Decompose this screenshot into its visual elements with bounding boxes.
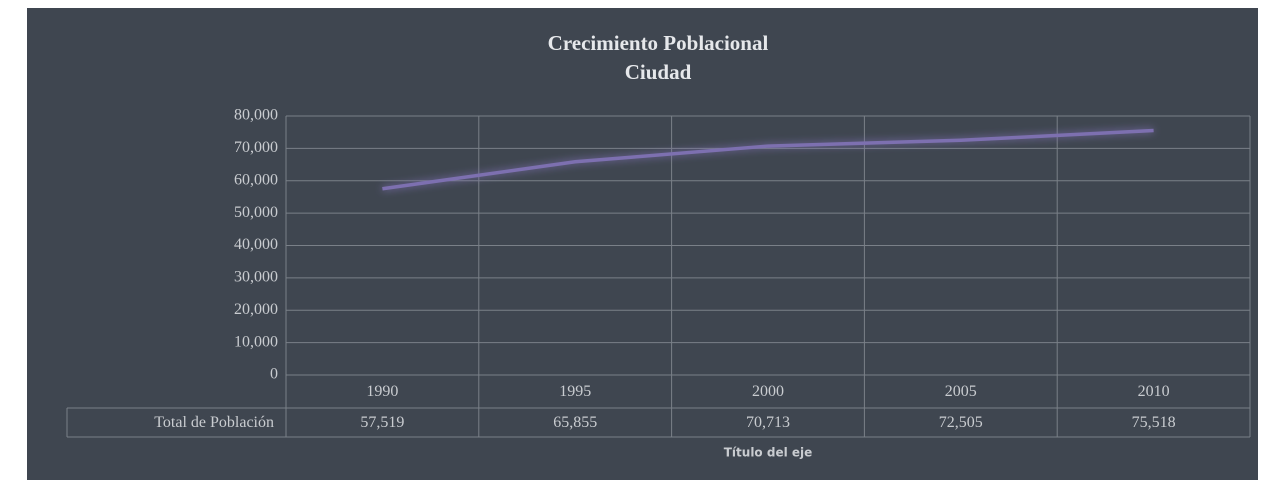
x-tick-label: 1990 bbox=[366, 383, 398, 400]
chart-subtitle: Ciudad bbox=[625, 60, 692, 84]
table-value: 75,518 bbox=[1132, 414, 1176, 431]
table-value: 57,519 bbox=[360, 414, 404, 431]
chart-title: Crecimiento Poblacional bbox=[548, 31, 769, 55]
y-tick-label: 70,000 bbox=[234, 139, 278, 156]
chart-background bbox=[27, 8, 1258, 480]
legend-label: Total de Población bbox=[154, 414, 274, 431]
y-tick-label: 60,000 bbox=[234, 171, 278, 188]
x-tick-label: 2005 bbox=[945, 383, 977, 400]
y-tick-label: 40,000 bbox=[234, 236, 278, 253]
y-tick-label: 30,000 bbox=[234, 269, 278, 286]
x-tick-label: 1995 bbox=[559, 383, 591, 400]
series-line bbox=[382, 128, 1154, 191]
y-tick-label: 10,000 bbox=[234, 333, 278, 350]
table-value: 65,855 bbox=[553, 414, 597, 431]
x-axis-title: Título del eje bbox=[724, 446, 813, 460]
y-tick-label: 20,000 bbox=[234, 301, 278, 318]
y-tick-label: 80,000 bbox=[234, 107, 278, 124]
y-tick-label: 50,000 bbox=[234, 204, 278, 221]
x-tick-label: 2000 bbox=[752, 383, 784, 400]
table-value: 70,713 bbox=[746, 414, 790, 431]
x-tick-label: 2010 bbox=[1138, 383, 1170, 400]
table-value: 72,505 bbox=[939, 414, 983, 431]
y-tick-label: 0 bbox=[270, 366, 278, 383]
